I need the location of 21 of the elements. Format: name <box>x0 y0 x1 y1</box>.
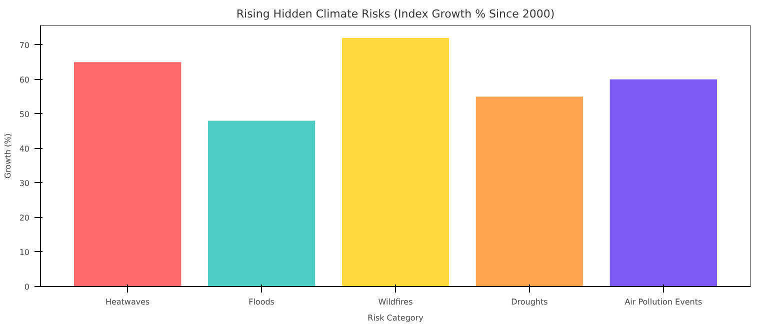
bar <box>342 38 450 286</box>
x-tick-label: Droughts <box>511 298 548 306</box>
x-tick-label: Air Pollution Events <box>624 298 702 306</box>
x-tick-label: Heatwaves <box>105 298 150 306</box>
y-tick-label: 60 <box>19 75 30 84</box>
x-tick-label: Floods <box>248 298 274 306</box>
bar <box>476 96 584 286</box>
y-tick-label: 20 <box>19 213 30 222</box>
x-tick-label: Wildfires <box>378 298 413 306</box>
y-tick-label: 0 <box>24 282 30 292</box>
y-tick-label: 40 <box>19 144 30 154</box>
bar <box>610 79 718 286</box>
bar <box>208 120 316 286</box>
y-tick-label: 70 <box>19 40 30 50</box>
x-axis-title: Risk Category <box>368 314 424 322</box>
y-tick-label: 30 <box>19 178 30 188</box>
y-tick-label: 10 <box>19 248 30 257</box>
bar <box>74 62 182 286</box>
y-tick-label: 50 <box>19 110 30 119</box>
y-axis-title: Growth (%) <box>3 133 12 179</box>
chart-title: Rising Hidden Climate Risks (Index Growth % Since 2000) <box>236 8 555 20</box>
